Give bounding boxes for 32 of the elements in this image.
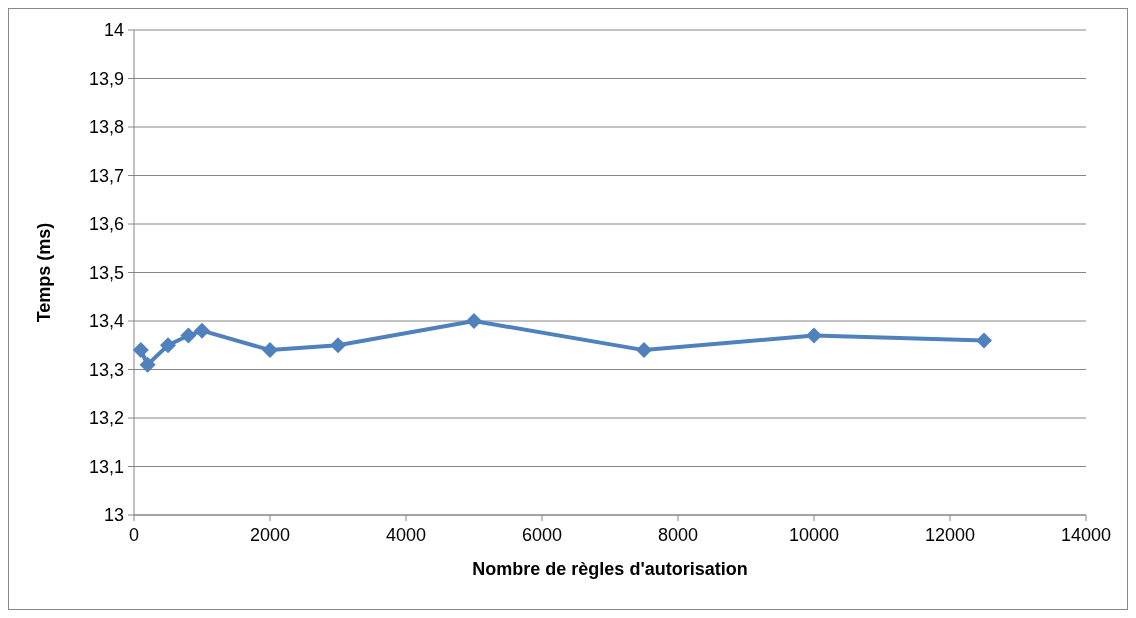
point	[330, 337, 346, 354]
point	[262, 342, 278, 359]
y-tick-label: 13	[103, 505, 124, 526]
y-tick-label: 13,7	[88, 165, 124, 186]
x-tick-label: 4000	[385, 525, 427, 545]
y-tick-label: 13,3	[88, 359, 124, 380]
y-tick-label: 13,8	[88, 117, 124, 138]
x-tick-label: 8000	[657, 525, 699, 545]
point	[194, 322, 210, 339]
x-tick-label: 14000	[1060, 525, 1112, 545]
y-tick-label: 13,2	[88, 408, 124, 429]
x-tick-label: 0	[128, 525, 140, 545]
x-axis-title: Nombre de règles d'autorisation	[472, 559, 748, 579]
point	[636, 342, 652, 359]
y-tick-label: 13,4	[88, 311, 124, 332]
y-tick-label: 13,9	[88, 68, 124, 89]
point	[976, 332, 992, 349]
y-tick-label: 14	[103, 20, 124, 41]
point	[466, 313, 482, 329]
y-tick-label: 13,6	[88, 214, 124, 235]
point	[139, 356, 156, 373]
y-tick-label: 13,5	[88, 262, 124, 283]
point	[132, 342, 149, 359]
point	[806, 327, 822, 344]
x-tick-label: 10000	[788, 525, 840, 545]
point	[160, 337, 176, 354]
y-axis-title: Temps (ms)	[34, 222, 54, 323]
x-tick-label: 6000	[521, 525, 563, 545]
x-tick-label: 12000	[924, 525, 976, 545]
y-tick-label: 13,1	[88, 456, 124, 477]
point	[180, 327, 197, 344]
x-tick-label: 2000	[249, 525, 291, 545]
